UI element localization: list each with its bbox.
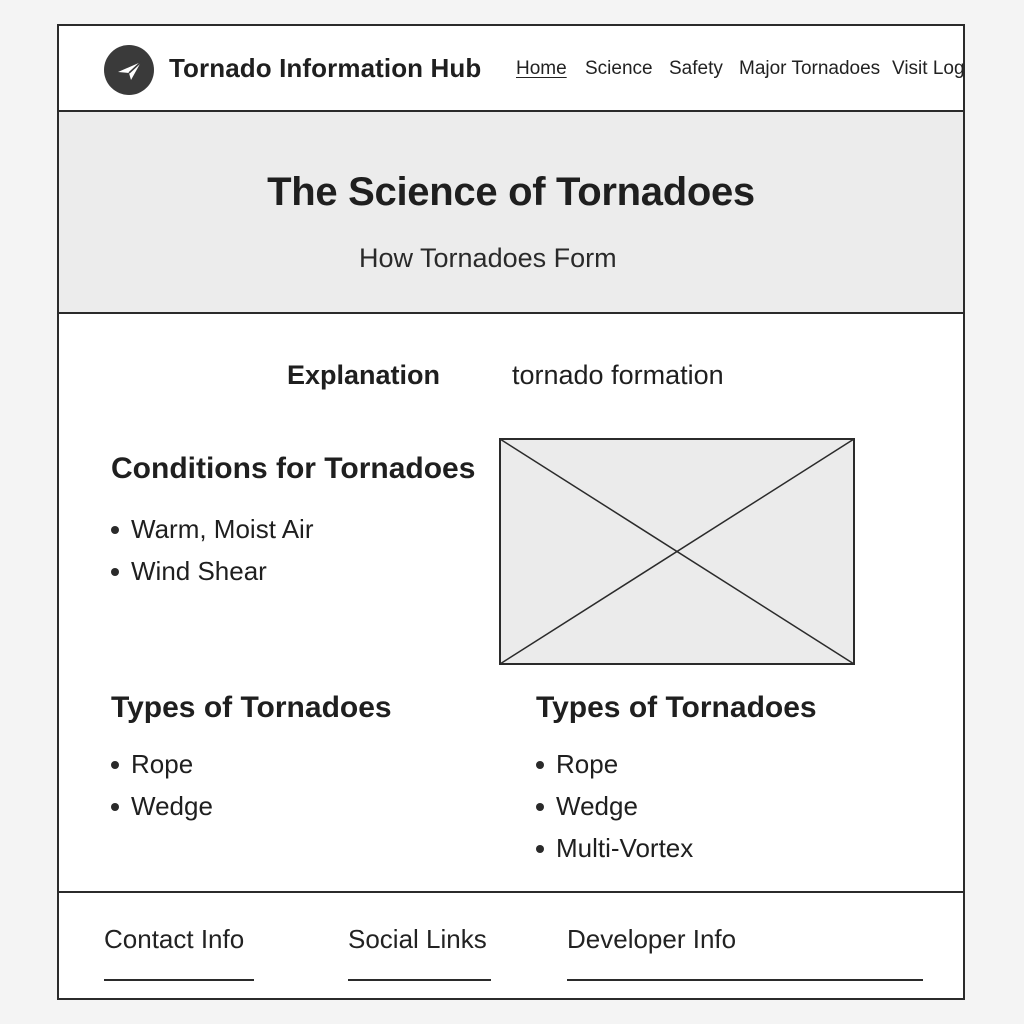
footer-developer-info[interactable]: Developer Info (567, 924, 737, 954)
page: Tornado Information Hub Home Science Saf… (57, 24, 965, 1000)
conditions-list: Warm, Moist Air Wind Shear (111, 508, 313, 592)
list-item: Wedge (536, 785, 693, 827)
nav-safety[interactable]: Safety (669, 58, 723, 79)
conditions-heading: Conditions for Tornadoes (111, 452, 476, 485)
types-list-left: Rope Wedge (111, 743, 213, 827)
hero-banner: The Science of Tornadoes How Tornadoes F… (59, 112, 963, 314)
nav-major-tornadoes[interactable]: Major Tornadoes (739, 58, 881, 79)
footer-divider (104, 979, 254, 981)
site-footer: Contact Info Social Links Developer Info (59, 891, 963, 998)
footer-social-links[interactable]: Social Links (348, 924, 487, 954)
list-item: Rope (111, 743, 213, 785)
list-item: Multi-Vortex (536, 827, 693, 869)
list-item: Wind Shear (111, 550, 313, 592)
paper-plane-icon[interactable] (104, 45, 154, 95)
list-item: Wedge (111, 785, 213, 827)
types-list-right: Rope Wedge Multi-Vortex (536, 743, 693, 869)
footer-divider (567, 979, 923, 981)
types-heading-left: Types of Tornadoes (111, 691, 392, 724)
list-item: Warm, Moist Air (111, 508, 313, 550)
image-placeholder-icon (499, 438, 855, 665)
footer-contact-info[interactable]: Contact Info (104, 924, 245, 954)
site-title: Tornado Information Hub (169, 53, 482, 83)
explanation-text: tornado formation (512, 360, 724, 390)
site-header: Tornado Information Hub Home Science Saf… (59, 26, 965, 112)
footer-divider (348, 979, 491, 981)
page-title: The Science of Tornadoes (267, 170, 755, 214)
nav-home[interactable]: Home (516, 58, 567, 79)
nav-visit-log[interactable]: Visit Log (892, 58, 965, 79)
page-subtitle: How Tornadoes Form (359, 243, 617, 273)
nav-science[interactable]: Science (585, 58, 653, 79)
explanation-label: Explanation (287, 360, 441, 390)
list-item: Rope (536, 743, 693, 785)
types-heading-right: Types of Tornadoes (536, 691, 817, 724)
